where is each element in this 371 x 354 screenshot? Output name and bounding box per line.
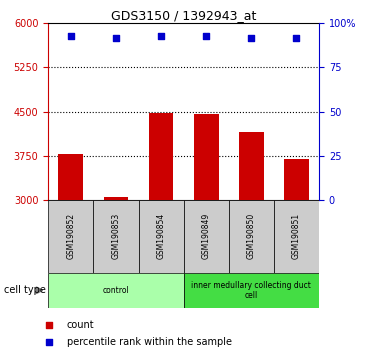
Bar — [48, 273, 184, 308]
Text: GSM190849: GSM190849 — [202, 213, 211, 259]
Bar — [184, 200, 229, 273]
Title: GDS3150 / 1392943_at: GDS3150 / 1392943_at — [111, 9, 256, 22]
Text: GSM190854: GSM190854 — [157, 213, 165, 259]
Point — [203, 33, 209, 39]
Point — [68, 33, 74, 39]
Point — [46, 339, 52, 344]
Bar — [149, 113, 174, 200]
Text: GSM190851: GSM190851 — [292, 213, 301, 259]
Bar — [284, 159, 309, 200]
Point — [158, 33, 164, 39]
Bar — [138, 200, 184, 273]
Bar — [48, 200, 93, 273]
Bar — [184, 273, 319, 308]
Text: GSM190852: GSM190852 — [66, 213, 75, 259]
Bar — [194, 114, 219, 200]
Text: GSM190853: GSM190853 — [111, 213, 121, 259]
Text: control: control — [102, 286, 129, 295]
Bar — [229, 200, 274, 273]
Point — [113, 35, 119, 41]
Text: GSM190850: GSM190850 — [247, 213, 256, 259]
Text: cell type: cell type — [4, 285, 46, 295]
Point — [46, 322, 52, 328]
Point — [249, 35, 255, 40]
Bar — [104, 197, 128, 200]
Text: count: count — [66, 320, 94, 330]
Text: inner medullary collecting duct
cell: inner medullary collecting duct cell — [191, 281, 311, 300]
Bar — [274, 200, 319, 273]
Bar — [58, 154, 83, 200]
Point — [293, 35, 299, 41]
Text: percentile rank within the sample: percentile rank within the sample — [66, 337, 232, 347]
Bar — [93, 200, 138, 273]
Bar — [239, 132, 264, 200]
